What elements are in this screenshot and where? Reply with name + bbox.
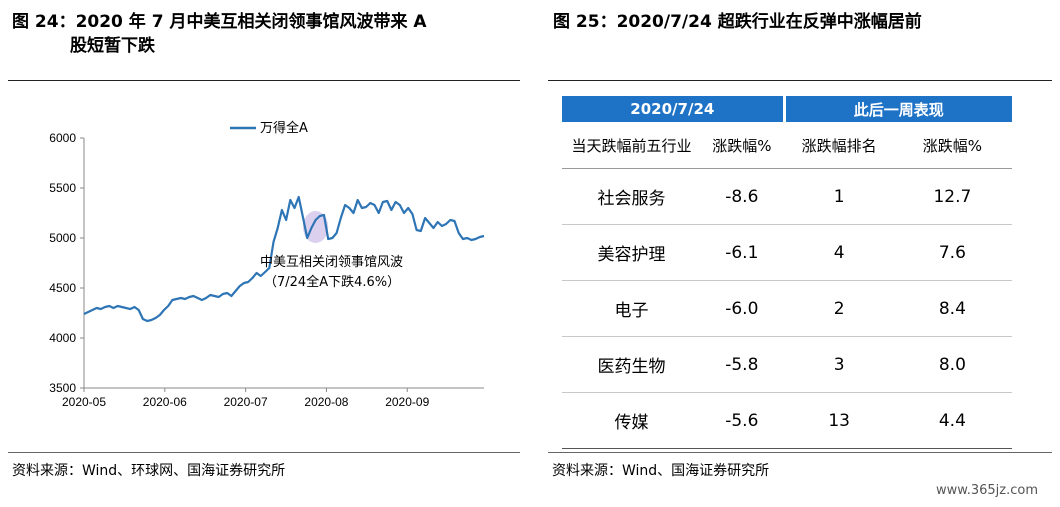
row-next-change: 8.4: [892, 280, 1012, 337]
row-rank: 3: [785, 336, 893, 393]
row-industry: 电子: [562, 280, 702, 337]
right-top-rule: [548, 80, 1052, 81]
industry-table: 2020/7/24 此后一周表现 当天跌幅前五行业 涨跌幅% 涨跌幅排名 涨跌幅…: [562, 96, 1012, 449]
x-tick-label: 2020-05: [62, 395, 106, 409]
row-industry: 社会服务: [562, 168, 702, 225]
chart-legend: 万得全A: [230, 120, 308, 136]
series-line-wind-all-a: [83, 195, 485, 323]
row-next-change: 8.0: [892, 336, 1012, 393]
left-top-rule: [8, 80, 520, 81]
table-subheader-row: 当天跌幅前五行业 涨跌幅% 涨跌幅排名 涨跌幅%: [562, 122, 1012, 169]
header-date: 2020/7/24: [562, 96, 783, 122]
annotation-line1: 中美互相关闭领事馆风波: [260, 255, 403, 270]
x-tick-label: 2020-06: [143, 395, 187, 409]
row-change: -5.8: [701, 336, 783, 393]
right-figure-title: 图 25：2020/7/24 超跌行业在反弹中涨幅居前: [553, 12, 922, 32]
left-source-note: 资料来源：Wind、环球网、国海证券研究所: [12, 463, 286, 479]
right-bottom-rule: [548, 452, 1052, 453]
left-figure-title: 图 24：2020 年 7 月中美互相关闭领事馆风波带来 A 股短暂下跌: [12, 10, 427, 58]
x-tick-label: 2020-07: [224, 395, 268, 409]
right-source-note: 资料来源：Wind、国海证券研究所: [552, 463, 770, 479]
row-industry: 医药生物: [562, 336, 702, 393]
left-title-line1: 图 24：2020 年 7 月中美互相关闭领事馆风波带来 A: [12, 12, 427, 32]
row-next-change: 12.7: [892, 168, 1012, 225]
col-industry: 当天跌幅前五行业: [562, 122, 702, 169]
row-next-change: 4.4: [892, 392, 1012, 449]
x-tick-label: 2020-08: [304, 395, 348, 409]
row-next-change: 7.6: [892, 224, 1012, 281]
y-tick-label: 3500: [49, 381, 76, 395]
watermark: www.365jz.com: [936, 483, 1038, 498]
annotation-line2: （7/24全A下跌4.6%）: [264, 274, 400, 290]
row-industry: 传媒: [562, 392, 702, 449]
col-change: 涨跌幅%: [701, 122, 783, 169]
row-rank: 2: [785, 280, 893, 337]
x-tick-label: 2020-09: [385, 395, 429, 409]
row-change: -6.1: [701, 224, 783, 281]
y-tick-label: 4500: [49, 281, 76, 295]
chart-annotation: 中美互相关闭领事馆风波 （7/24全A下跌4.6%）: [260, 255, 403, 290]
y-tick-label: 5000: [49, 231, 76, 245]
left-bottom-rule: [8, 452, 520, 453]
y-tick-label: 4000: [49, 331, 76, 345]
chart-axes: 3500 4000 4500 5000 5500 6000 2020-05 2020-06 20…: [49, 131, 484, 409]
line-chart: 3500 4000 4500 5000 5500 6000 2020-05 2020-06 20…: [49, 120, 485, 409]
table-row: 社会服务 -8.6 1 12.7: [562, 168, 1012, 225]
y-tick-label: 6000: [49, 131, 76, 145]
legend-label: 万得全A: [260, 120, 308, 136]
row-rank: 13: [785, 392, 893, 449]
row-industry: 美容护理: [562, 224, 702, 281]
left-title-line2: 股短暂下跌: [70, 36, 155, 56]
y-tick-label: 5500: [49, 181, 76, 195]
chart-series: [83, 195, 485, 323]
header-next-week: 此后一周表现: [785, 96, 1012, 122]
table-row: 传媒 -5.6 13 4.4: [562, 392, 1012, 449]
row-change: -6.0: [701, 280, 783, 337]
col-next-change: 涨跌幅%: [892, 122, 1012, 169]
table-row: 电子 -6.0 2 8.4: [562, 280, 1012, 337]
table-row: 医药生物 -5.8 3 8.0: [562, 336, 1012, 393]
row-rank: 4: [785, 224, 893, 281]
col-rank: 涨跌幅排名: [785, 122, 893, 169]
row-rank: 1: [785, 168, 893, 225]
row-change: -5.6: [701, 392, 783, 449]
table-header-row: 2020/7/24 此后一周表现: [562, 96, 1012, 122]
row-change: -8.6: [701, 168, 783, 225]
table-row: 美容护理 -6.1 4 7.6: [562, 224, 1012, 281]
